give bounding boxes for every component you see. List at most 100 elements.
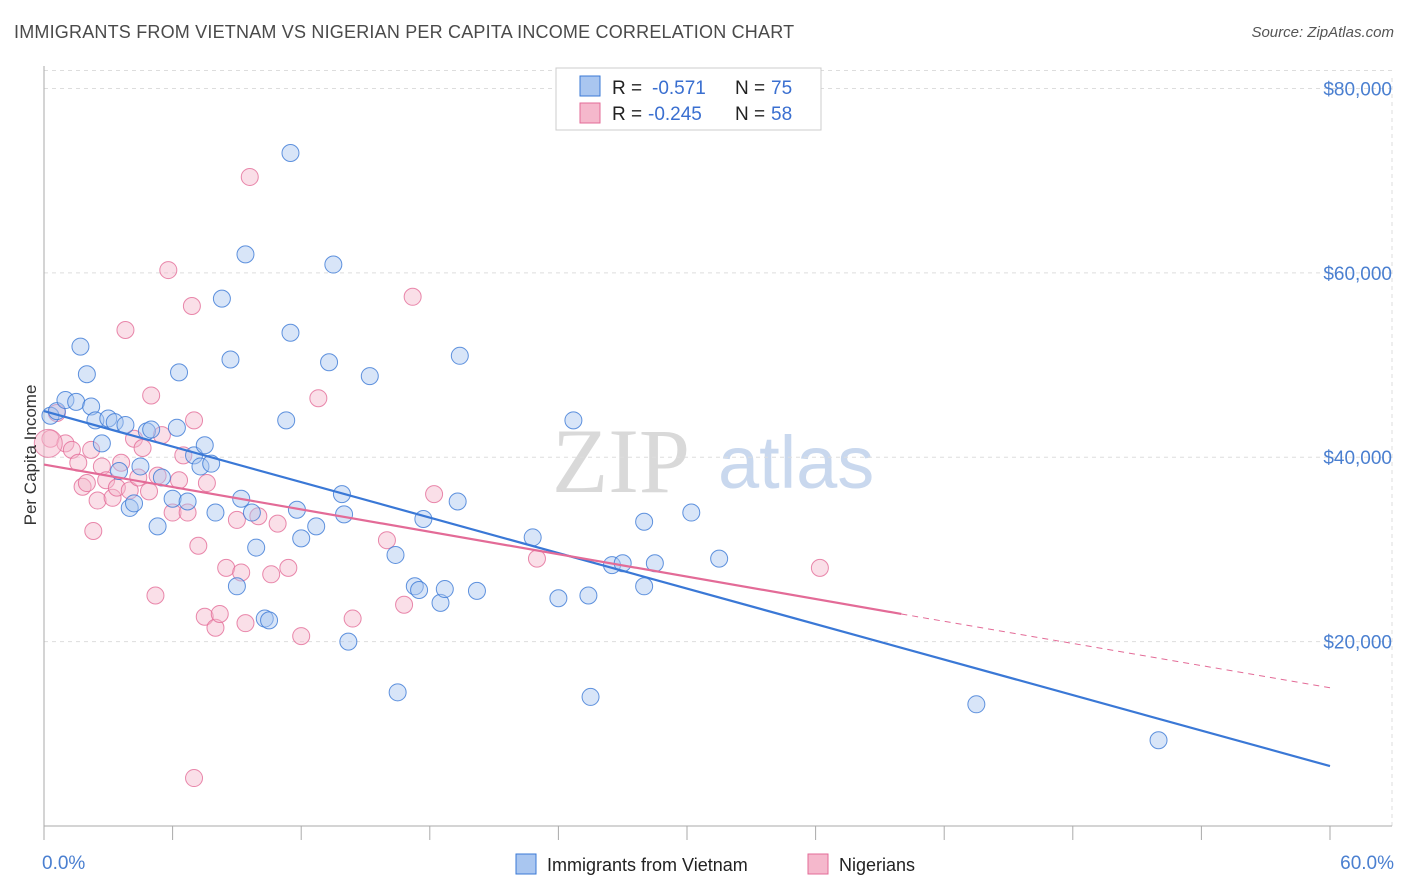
vietnam-point bbox=[635, 577, 654, 596]
x-tick-label-max: 60.0% bbox=[1340, 853, 1394, 874]
vietnam-point bbox=[307, 517, 326, 536]
vietnam-point bbox=[82, 397, 101, 416]
nigerians-point bbox=[197, 474, 216, 493]
vietnam-point bbox=[212, 289, 231, 308]
y-tick-label: $60,000 bbox=[1323, 264, 1392, 285]
vietnam-point bbox=[167, 418, 186, 437]
vietnam-point bbox=[435, 580, 454, 599]
nigerians-point bbox=[810, 558, 829, 577]
legend-n-label-1: N = bbox=[735, 78, 765, 99]
legend-r-value-1: -0.571 bbox=[652, 78, 706, 99]
nigerians-point bbox=[185, 411, 204, 430]
vietnam-point bbox=[388, 683, 407, 702]
vietnam-point bbox=[67, 392, 86, 411]
vietnam-point bbox=[125, 494, 144, 513]
nigerians-point bbox=[159, 261, 178, 280]
y-tick-labels: $20,000 $40,000 $60,000 $80,000 bbox=[1323, 79, 1392, 653]
chart-title: IMMIGRANTS FROM VIETNAM VS NIGERIAN PER … bbox=[14, 22, 795, 42]
nigerians-point bbox=[133, 439, 152, 457]
nigerians-point bbox=[103, 488, 122, 507]
vietnam-point bbox=[221, 350, 240, 369]
nigerians-trend-extension bbox=[901, 613, 1331, 689]
x-tick-labels: 0.0% 60.0% bbox=[42, 853, 1394, 874]
nigerians-point bbox=[232, 563, 251, 582]
vietnam-point bbox=[448, 492, 467, 511]
nigerians-point bbox=[217, 558, 236, 577]
vietnam-point bbox=[386, 545, 405, 564]
vietnam-points bbox=[41, 143, 1168, 750]
vietnam-point bbox=[163, 489, 182, 508]
legend-n-value-2: 58 bbox=[771, 104, 792, 125]
nigerians-point bbox=[33, 428, 63, 458]
legend-swatch-vietnam bbox=[579, 75, 601, 97]
vietnam-point bbox=[142, 420, 161, 439]
bottom-legend-swatch-vietnam bbox=[515, 853, 537, 875]
vietnam-point bbox=[335, 505, 354, 524]
nigerians-point bbox=[185, 769, 204, 788]
nigerians-point bbox=[425, 485, 444, 504]
nigerians-point bbox=[268, 514, 287, 533]
chart-source: Source: ZipAtlas.com bbox=[1251, 24, 1394, 41]
vietnam-point bbox=[281, 143, 300, 162]
legend-n-label-2: N = bbox=[735, 104, 765, 125]
nigerians-point bbox=[140, 482, 159, 501]
vietnam-point bbox=[260, 611, 279, 630]
legend-swatch-nigerians bbox=[579, 102, 601, 124]
vietnam-point bbox=[178, 492, 197, 511]
vietnam-trend-line bbox=[43, 410, 1331, 768]
series-legend: Immigrants from Vietnam Nigerians bbox=[515, 853, 915, 875]
y-tick-label: $80,000 bbox=[1323, 79, 1392, 100]
vietnam-point bbox=[292, 529, 311, 548]
nigerians-points bbox=[33, 167, 829, 788]
vietnam-point bbox=[247, 538, 266, 557]
vietnam-point bbox=[967, 695, 986, 714]
nigerians-point bbox=[142, 386, 161, 405]
y-tick-label: $20,000 bbox=[1323, 633, 1392, 654]
vietnam-point bbox=[195, 436, 214, 455]
vietnam-point bbox=[1149, 731, 1168, 750]
vietnam-point bbox=[170, 363, 189, 382]
vietnam-point bbox=[236, 245, 255, 264]
legend-r-label-1: R = bbox=[612, 78, 642, 99]
nigerians-point bbox=[146, 586, 165, 605]
vietnam-point bbox=[242, 503, 261, 522]
vietnam-point bbox=[339, 632, 358, 651]
nigerians-point bbox=[227, 510, 246, 529]
vietnam-point bbox=[320, 353, 339, 372]
trend-lines bbox=[43, 410, 1331, 768]
stats-legend: R = -0.571 N = 75 R = -0.245 N = 58 bbox=[555, 67, 822, 131]
nigerians-point bbox=[116, 320, 135, 339]
nigerians-point bbox=[292, 627, 311, 646]
nigerians-point bbox=[88, 491, 107, 510]
nigerians-point bbox=[377, 531, 396, 550]
nigerians-point bbox=[309, 389, 328, 408]
legend-r-label-2: R = bbox=[612, 104, 642, 125]
nigerians-point bbox=[236, 614, 255, 633]
vietnam-point bbox=[277, 411, 296, 430]
nigerians-point bbox=[82, 440, 101, 459]
nigerians-point bbox=[195, 607, 214, 626]
nigerians-point bbox=[84, 521, 103, 540]
nigerians-point bbox=[210, 604, 229, 623]
vietnam-point bbox=[682, 503, 701, 522]
nigerians-point bbox=[279, 558, 298, 577]
vietnam-point bbox=[410, 580, 429, 599]
vietnam-point bbox=[414, 509, 433, 528]
bottom-legend-label-nigerians: Nigerians bbox=[839, 855, 915, 875]
vietnam-point bbox=[467, 581, 486, 600]
vietnam-point bbox=[131, 457, 150, 476]
y-axis-label: Per Capita Income bbox=[21, 385, 40, 526]
vietnam-point bbox=[110, 462, 129, 481]
y-tick-label: $40,000 bbox=[1323, 448, 1392, 469]
watermark-atlas: atlas bbox=[718, 421, 874, 504]
vietnam-point bbox=[710, 549, 729, 568]
nigerians-point bbox=[262, 565, 281, 584]
bottom-legend-swatch-nigerians bbox=[807, 853, 829, 875]
nigerians-point bbox=[182, 297, 201, 316]
vietnam-point bbox=[581, 687, 600, 706]
nigerians-point bbox=[163, 503, 182, 522]
vietnam-point bbox=[281, 323, 300, 342]
vietnam-point bbox=[77, 365, 96, 384]
bottom-legend-label-vietnam: Immigrants from Vietnam bbox=[547, 855, 748, 875]
